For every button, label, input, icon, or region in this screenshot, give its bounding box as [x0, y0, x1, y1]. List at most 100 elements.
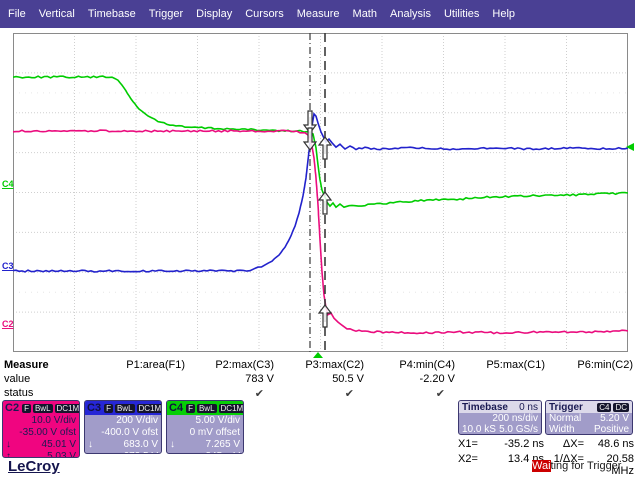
measure-p3-status-check-icon: ✔ [344, 388, 354, 400]
trigger-time-marker-icon[interactable] [313, 352, 323, 358]
cursor-x1-readout: X1= -35.2 ns ΔX= 48.6 ns [458, 438, 634, 450]
trigger-source-badge: C4 [597, 402, 612, 412]
menu-cursors[interactable]: Cursors [245, 8, 284, 20]
menu-display[interactable]: Display [196, 8, 233, 20]
trigger-box[interactable]: Trigger C4 DC Normal 5.20 V Width Positive [545, 400, 633, 435]
menu-math[interactable]: Math [352, 8, 377, 20]
c2-scale: 10.0 V/div [31, 415, 76, 426]
zero-marker-c2[interactable]: C2 [2, 319, 14, 329]
x1-label: X1= [458, 438, 478, 450]
trigger-level-arrow-icon[interactable] [626, 143, 634, 151]
c2-cursor1-value: 45.01 V [41, 439, 76, 450]
status-row-title: status [4, 387, 34, 399]
c3-cursor1-arrow-icon: ↓ [88, 439, 93, 450]
c3-badge-f: F [104, 403, 113, 413]
c4-cursor2-value: -345 mV [202, 451, 240, 453]
measure-row-title: Measure [4, 359, 49, 371]
trace-canvas [12, 33, 629, 352]
c4-cursor2-arrow-icon: ↑ [170, 451, 175, 453]
measure-p2-status-check-icon: ✔ [254, 388, 264, 400]
measure-p3-param[interactable]: P3:max(C2) [305, 359, 364, 371]
menu-file[interactable]: File [8, 8, 26, 20]
measure-p1-param[interactable]: P1:area(F1) [126, 359, 185, 371]
channel-c4-descriptor-box[interactable]: C4 F BwL DC1M 5.00 V/div 0 mV offset ↓ 7.… [166, 400, 244, 454]
value-row-title: value [4, 373, 31, 385]
channel-c2-id: C2 [5, 402, 20, 414]
channel-c4-header: C4 F BwL DC1M [167, 401, 243, 415]
measure-p3-value: 50.5 V [332, 373, 364, 385]
timebase-box[interactable]: Timebase 0 ns 200 ns/div 10.0 kS 5.0 GS/s [458, 400, 542, 435]
x2-label: X2= [458, 453, 478, 465]
zero-marker-c4[interactable]: C4 [2, 179, 14, 189]
status-rest: ting for Trigger [550, 460, 622, 472]
channel-c2-header: C2 F BwL DC1M [3, 401, 79, 415]
c3-scale: 200 V/div [116, 415, 158, 426]
c4-scale: 5.00 V/div [195, 415, 240, 426]
c3-cursor2-value: 672.5 V [124, 451, 158, 453]
timebase-delay: 0 ns [519, 401, 538, 413]
c2-badge-f: F [22, 403, 31, 413]
menu-timebase[interactable]: Timebase [87, 8, 136, 20]
measure-param-row: Measure P1:area(F1) P2:max(C3) P3:max(C2… [0, 359, 635, 372]
channel-c4-id: C4 [169, 402, 184, 414]
menu-trigger[interactable]: Trigger [148, 8, 184, 20]
c4-badge-coupling: DC1M [218, 403, 244, 413]
channel-c3-descriptor-box[interactable]: C3 F BwL DC1M 200 V/div -400.0 V ofst ↓ 6… [84, 400, 162, 454]
x1-value: -35.2 ns [504, 438, 544, 450]
timebase-rate: 5.0 GS/s [499, 424, 538, 435]
c2-cursor2-arrow-icon: ↑ [6, 451, 11, 458]
status-highlight: Wai [532, 460, 551, 472]
dx-label: ΔX= [562, 438, 584, 450]
measure-p2-value: 783 V [245, 373, 274, 385]
zero-marker-c3[interactable]: C3 [2, 261, 14, 271]
menu-analysis[interactable]: Analysis [390, 8, 431, 20]
menu-vertical[interactable]: Vertical [38, 8, 75, 20]
c3-badge-bwl: BwL [114, 403, 135, 413]
c2-offset: -35.00 V ofst [19, 427, 76, 438]
menu-utilities[interactable]: Utilities [443, 8, 480, 20]
c3-offset: -400.0 V ofst [101, 427, 158, 438]
trigger-slope: Positive [593, 424, 629, 435]
c2-cursor2-value: 5.03 V [47, 451, 76, 458]
c4-badge-f: F [186, 403, 195, 413]
timebase-samples: 10.0 kS [462, 424, 496, 435]
measure-p4-value: -2.20 V [419, 373, 455, 385]
c2-badge-coupling: DC1M [54, 403, 80, 413]
timebase-scale: 200 ns/div [492, 413, 538, 424]
trigger-title: Trigger [549, 401, 583, 413]
measure-p4-param[interactable]: P4:min(C4) [399, 359, 455, 371]
trigger-mode: Normal [549, 413, 582, 424]
waveform-grid[interactable] [12, 33, 629, 352]
cursor-x2-readout: X2= 13.4 ns 1/ΔX= 20.58 MHz [458, 453, 634, 477]
c4-cursor1-arrow-icon: ↓ [170, 439, 175, 450]
invdx-label: 1/ΔX= [553, 453, 584, 465]
c3-cursor1-value: 683.0 V [123, 439, 158, 450]
measure-value-row: value 783 V 50.5 V -2.20 V [0, 373, 635, 386]
menu-bar: File Vertical Timebase Trigger Display C… [0, 0, 635, 28]
c2-cursor1-arrow-icon: ↓ [6, 439, 11, 450]
c2-badge-bwl: BwL [32, 403, 53, 413]
c3-cursor2-arrow-icon: ↑ [88, 451, 93, 453]
channel-c2-descriptor-box[interactable]: C2 F BwL DC1M 10.0 V/div -35.00 V ofst ↓… [2, 400, 80, 458]
c4-offset: 0 mV offset [189, 427, 240, 438]
timebase-title: Timebase [462, 401, 508, 413]
measure-p6-param[interactable]: P6:min(C2) [577, 359, 633, 371]
lecroy-logo: LeCroy [8, 458, 60, 475]
menu-help[interactable]: Help [492, 8, 516, 20]
menu-measure[interactable]: Measure [296, 8, 340, 20]
trigger-coupling-badge: DC [613, 402, 629, 412]
c4-cursor1-value: 7.265 V [205, 439, 240, 450]
c4-badge-bwl: BwL [196, 403, 217, 413]
measure-p5-param[interactable]: P5:max(C1) [486, 359, 545, 371]
measure-p4-status-check-icon: ✔ [435, 388, 445, 400]
channel-c3-header: C3 F BwL DC1M [85, 401, 161, 415]
dx-value: 48.6 ns [597, 438, 634, 450]
measure-p2-param[interactable]: P2:max(C3) [215, 359, 274, 371]
invdx-value: 20.58 MHz [606, 453, 634, 477]
acquisition-status-message: Waiting for Trigger [532, 460, 621, 472]
trigger-level: 5.20 V [600, 413, 629, 424]
channel-c3-id: C3 [87, 402, 102, 414]
trigger-type: Width [549, 424, 575, 435]
measure-status-row: status ✔ ✔ ✔ [0, 387, 635, 400]
c3-badge-coupling: DC1M [136, 403, 162, 413]
